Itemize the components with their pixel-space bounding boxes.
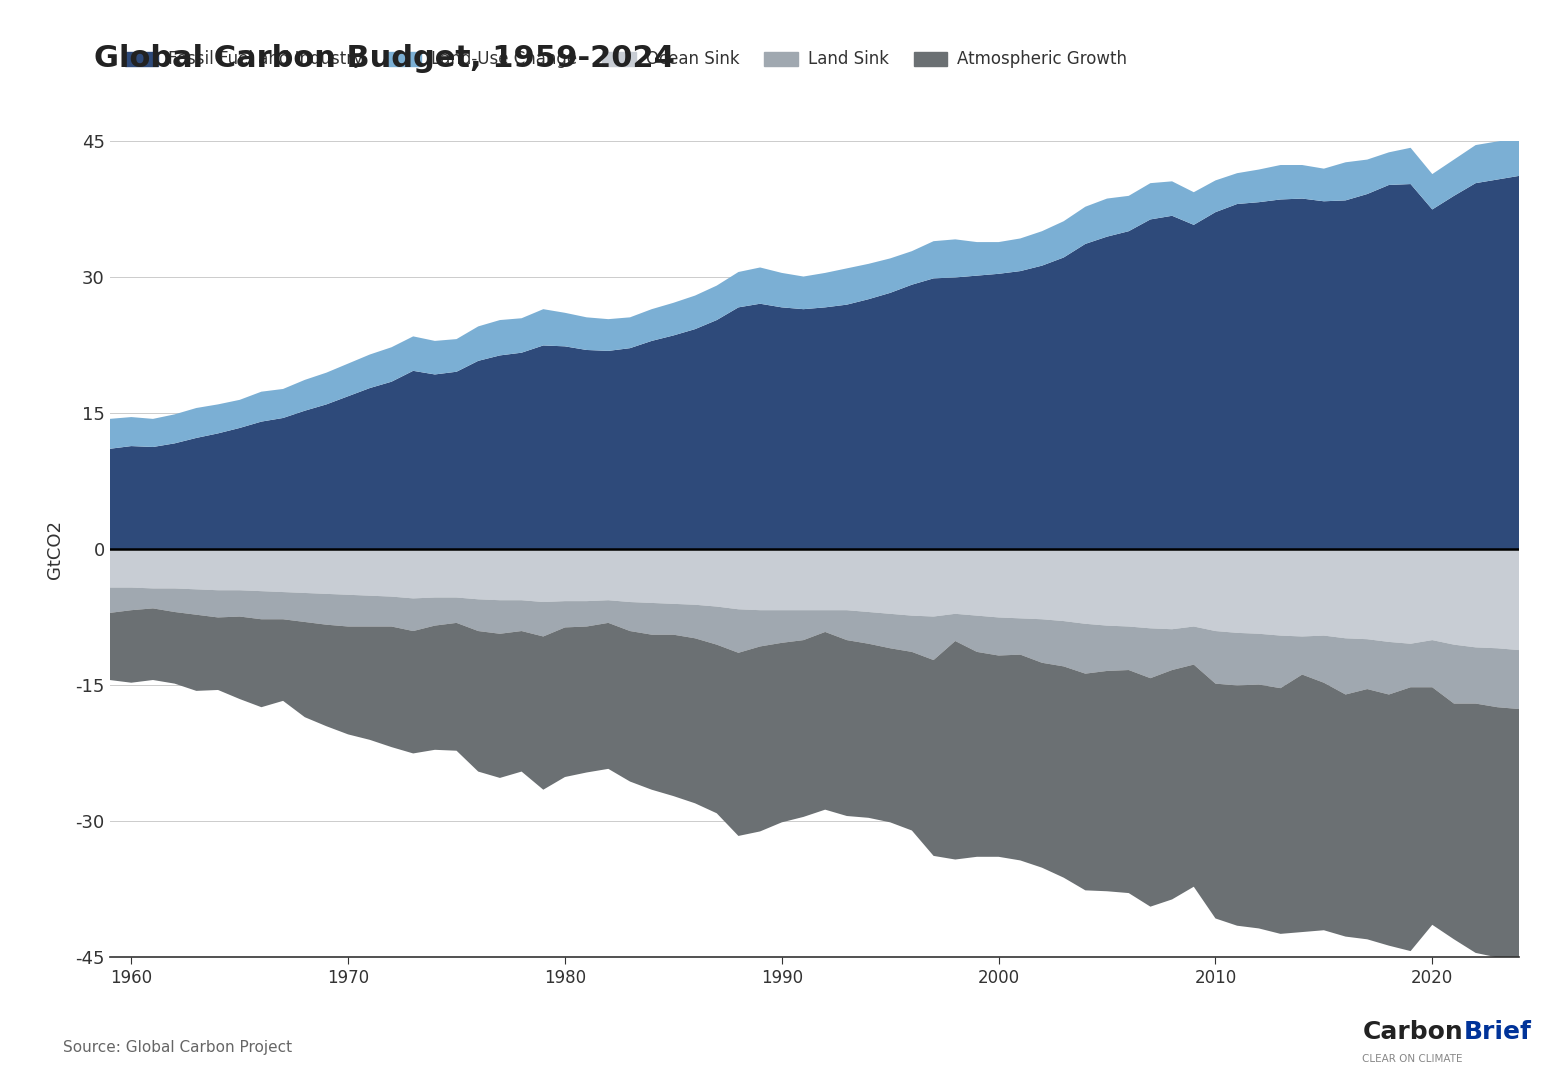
Text: Brief: Brief xyxy=(1464,1021,1532,1044)
Text: Global Carbon Budget, 1959-2024: Global Carbon Budget, 1959-2024 xyxy=(94,44,675,73)
Y-axis label: GtCO2: GtCO2 xyxy=(45,520,64,579)
Text: Source: Global Carbon Project: Source: Global Carbon Project xyxy=(63,1040,291,1055)
Legend: Fossil Fuel and Industry, Land-Use Change, Ocean Sink, Land Sink, Atmospheric Gr: Fossil Fuel and Industry, Land-Use Chang… xyxy=(117,44,1134,75)
Text: CLEAR ON CLIMATE: CLEAR ON CLIMATE xyxy=(1362,1054,1463,1064)
Text: Carbon: Carbon xyxy=(1362,1021,1463,1044)
